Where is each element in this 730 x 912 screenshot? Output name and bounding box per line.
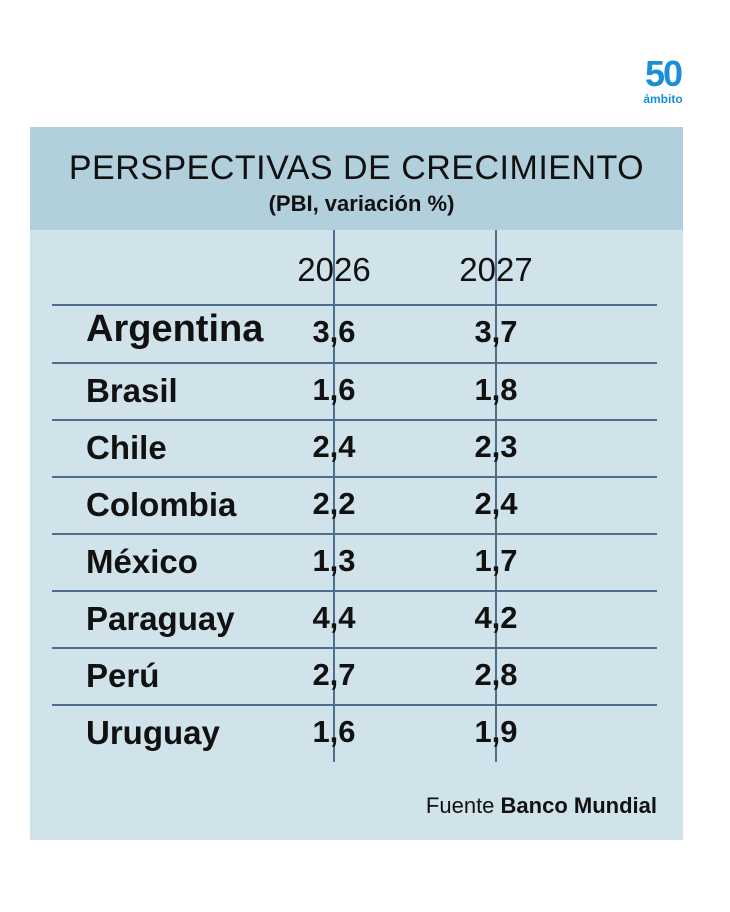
- value-2027: 1,7: [474, 543, 518, 578]
- row-divider: [52, 704, 657, 706]
- row-divider: [52, 590, 657, 592]
- source-label: Fuente: [425, 793, 495, 818]
- column-divider: [495, 230, 497, 762]
- value-2026: 2,4: [312, 429, 356, 464]
- value-2027: 2,4: [474, 486, 518, 521]
- column-header-2026: 2026: [297, 251, 371, 288]
- table-header: PERSPECTIVAS DE CRECIMIENTO (PBI, variac…: [30, 127, 683, 230]
- table-row: Paraguay 4,4 4,2: [30, 592, 683, 649]
- table-title: PERSPECTIVAS DE CRECIMIENTO: [68, 149, 645, 187]
- value-2027: 4,2: [474, 600, 518, 635]
- country-name: México: [86, 543, 198, 580]
- table-row: Chile 2,4 2,3: [30, 421, 683, 478]
- table-subtitle: (PBI, variación %): [268, 191, 455, 216]
- table-row: Uruguay 1,6 1,9: [30, 706, 683, 763]
- country-name: Uruguay: [86, 714, 220, 751]
- logo-brand: ámbito: [643, 92, 683, 106]
- value-2027: 1,9: [474, 714, 518, 749]
- value-2026: 2,7: [312, 657, 356, 692]
- row-divider: [52, 476, 657, 478]
- row-divider: [52, 419, 657, 421]
- ambito-50-logo: 50 ámbito: [638, 53, 688, 107]
- country-name: Chile: [86, 429, 167, 466]
- column-divider: [333, 230, 335, 762]
- country-name: Argentina: [86, 308, 264, 350]
- row-divider: [52, 362, 657, 364]
- country-name: Paraguay: [86, 600, 235, 637]
- table-row: Perú 2,7 2,8: [30, 649, 683, 706]
- value-2027: 2,3: [474, 429, 518, 464]
- value-2027: 3,7: [474, 314, 518, 349]
- growth-table-panel: PERSPECTIVAS DE CRECIMIENTO (PBI, variac…: [30, 127, 683, 840]
- table-row: México 1,3 1,7: [30, 535, 683, 592]
- country-name: Brasil: [86, 372, 178, 409]
- country-name: Perú: [86, 657, 160, 694]
- value-2027: 2,8: [474, 657, 518, 692]
- row-divider: [52, 304, 657, 306]
- value-2026: 1,3: [312, 543, 356, 578]
- column-header-2027: 2027: [459, 251, 533, 288]
- value-2026: 2,2: [312, 486, 356, 521]
- value-2026: 1,6: [312, 714, 356, 749]
- value-2026: 4,4: [312, 600, 356, 635]
- row-divider: [52, 533, 657, 535]
- table-row: Argentina 3,6 3,7: [30, 306, 683, 363]
- value-2026: 3,6: [312, 314, 356, 349]
- value-2027: 1,8: [474, 372, 518, 407]
- row-divider: [52, 647, 657, 649]
- value-2026: 1,6: [312, 372, 356, 407]
- country-name: Colombia: [86, 486, 237, 523]
- logo-number: 50: [644, 53, 683, 94]
- source-note: Fuente Banco Mundial: [426, 793, 657, 819]
- table-row: Brasil 1,6 1,8: [30, 364, 683, 421]
- source-name: Banco Mundial: [500, 793, 657, 818]
- table-row: Colombia 2,2 2,4: [30, 478, 683, 535]
